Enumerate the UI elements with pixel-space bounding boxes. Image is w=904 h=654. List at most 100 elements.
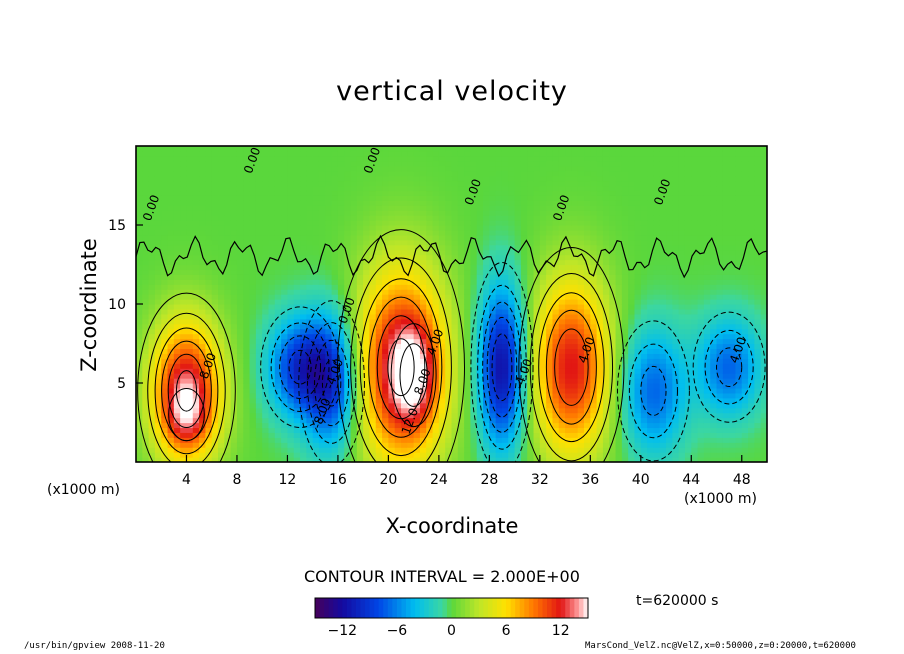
heatmap-cell <box>337 328 345 335</box>
heatmap-cell <box>445 254 453 261</box>
heatmap-cell <box>514 155 522 162</box>
heatmap-cell <box>205 304 213 310</box>
heatmap-cell <box>558 412 566 419</box>
heatmap-cell <box>300 244 307 251</box>
heatmap-cell <box>192 432 200 438</box>
heatmap-cell <box>470 427 478 433</box>
heatmap-cell <box>344 299 352 305</box>
heatmap-cell <box>621 165 629 172</box>
heatmap-cell <box>445 234 453 241</box>
heatmap-cell <box>533 402 541 409</box>
heatmap-cell <box>325 269 333 275</box>
heatmap-cell <box>236 234 244 241</box>
heatmap-cell <box>318 190 326 196</box>
heatmap-cell <box>312 422 320 429</box>
heatmap-cell <box>426 259 434 266</box>
heatmap-cell <box>205 363 213 369</box>
heatmap-cell <box>136 422 143 429</box>
heatmap-cell <box>552 146 560 152</box>
heatmap-cell <box>312 264 320 271</box>
heatmap-cell <box>281 279 289 285</box>
heatmap-cell <box>375 249 383 256</box>
heatmap-cell <box>577 383 585 389</box>
heatmap-cell <box>476 220 484 226</box>
heatmap-cell <box>426 452 434 458</box>
heatmap-cell <box>407 299 415 305</box>
heatmap-cell <box>142 234 150 241</box>
heatmap-cell <box>363 264 371 271</box>
heatmap-cell <box>445 392 453 399</box>
heatmap-cell <box>394 264 402 271</box>
heatmap-cell <box>205 259 213 266</box>
heatmap-cell <box>154 318 162 325</box>
heatmap-cell <box>293 427 301 433</box>
heatmap-cell <box>590 308 598 315</box>
heatmap-cell <box>281 205 289 211</box>
heatmap-cell <box>356 249 364 256</box>
heatmap-cell <box>325 412 333 419</box>
heatmap-cell <box>445 155 453 162</box>
heatmap-cell <box>546 422 554 429</box>
heatmap-cell <box>615 160 623 167</box>
heatmap-cell <box>520 215 528 221</box>
heatmap-cell <box>470 417 478 424</box>
heatmap-cell <box>205 412 213 419</box>
heatmap-cell <box>464 160 472 167</box>
heatmap-cell <box>224 195 232 201</box>
heatmap-cell <box>274 437 282 443</box>
heatmap-cell <box>312 170 320 177</box>
heatmap-cell <box>621 343 629 350</box>
heatmap-cell <box>274 234 282 241</box>
heatmap-cell <box>602 190 610 196</box>
heatmap-cell <box>571 220 579 226</box>
heatmap-cell <box>546 234 554 241</box>
heatmap-cell <box>262 165 270 172</box>
heatmap-cell <box>211 249 219 256</box>
heatmap-cell <box>249 387 257 394</box>
heatmap-cell <box>173 407 181 414</box>
heatmap-cell <box>331 244 339 251</box>
heatmap-cell <box>300 146 307 152</box>
heatmap-cell <box>236 353 244 359</box>
heatmap-cell <box>148 333 156 340</box>
heatmap-cell <box>470 397 478 404</box>
heatmap-cell <box>546 358 554 364</box>
heatmap-cell <box>602 234 610 241</box>
heatmap-cell <box>565 387 572 394</box>
heatmap-cell <box>451 304 459 310</box>
heatmap-cell <box>230 244 238 251</box>
heatmap-cell <box>489 190 497 196</box>
heatmap-cell <box>489 457 497 462</box>
heatmap-cell <box>268 225 276 231</box>
heatmap-cell <box>438 185 446 192</box>
heatmap-cell <box>318 289 326 295</box>
heatmap-cell <box>142 146 150 152</box>
heatmap-cell <box>508 407 516 414</box>
heatmap-cell <box>281 160 289 167</box>
heatmap-cell <box>590 200 598 206</box>
heatmap-cell <box>262 289 270 295</box>
heatmap-cell <box>243 427 251 433</box>
heatmap-cell <box>584 427 591 433</box>
heatmap-cell <box>394 447 402 453</box>
heatmap-cell <box>558 185 566 192</box>
heatmap-cell <box>520 313 528 320</box>
heatmap-cell <box>337 155 345 162</box>
heatmap-cell <box>615 452 623 458</box>
heatmap-cell <box>609 318 617 325</box>
heatmap-cell <box>173 299 181 305</box>
heatmap-cell <box>281 150 289 157</box>
heatmap-cell <box>192 457 200 462</box>
heatmap-cell <box>268 358 276 364</box>
heatmap-cell <box>161 170 169 177</box>
heatmap-cell <box>249 392 257 399</box>
heatmap-cell <box>413 323 421 330</box>
heatmap-cell <box>375 239 383 246</box>
heatmap-cell <box>142 215 150 221</box>
heatmap-cell <box>527 313 535 320</box>
heatmap-cell <box>596 180 604 187</box>
heatmap-cell <box>325 402 333 409</box>
heatmap-cell <box>501 294 509 300</box>
heatmap-cell <box>571 442 579 448</box>
heatmap-cell <box>230 146 238 152</box>
